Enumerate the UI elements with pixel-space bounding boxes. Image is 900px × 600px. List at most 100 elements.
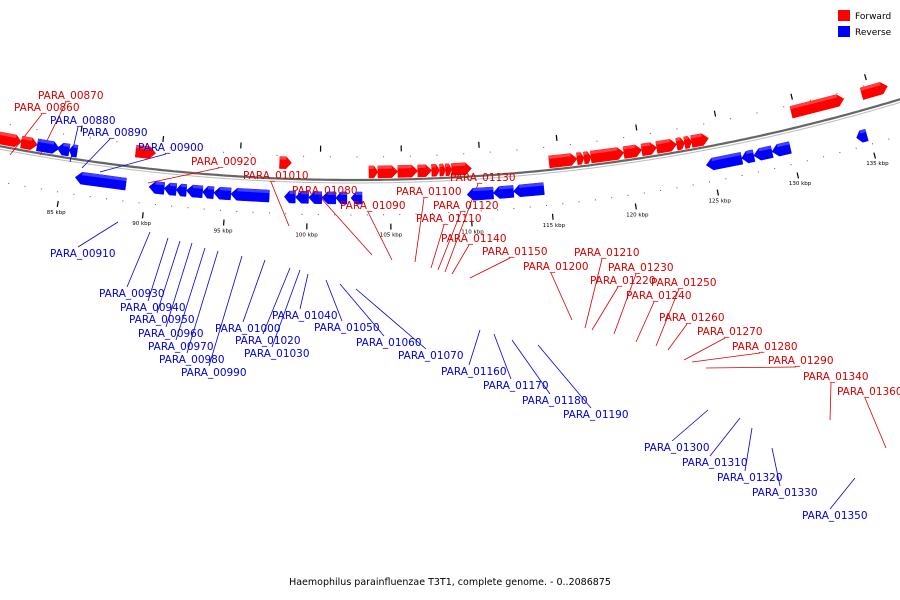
gene-label-para-00940[interactable]: PARA_00940 <box>120 302 186 314</box>
gene-feature-para-01330[interactable] <box>771 141 792 157</box>
gene-feature-para-01110[interactable] <box>417 164 433 178</box>
gene-feature-para-01140[interactable] <box>445 163 452 177</box>
gene-label-para-01130[interactable]: PARA_01130 <box>450 172 516 184</box>
gene-label-para-00980[interactable]: PARA_00980 <box>159 354 225 366</box>
gene-label-para-01060[interactable]: PARA_01060 <box>356 337 422 349</box>
gene-feature-para-01050[interactable] <box>321 191 337 205</box>
gene-feature-para-01120[interactable] <box>431 164 440 177</box>
gene-label-para-01350[interactable]: PARA_01350 <box>802 510 868 522</box>
gene-feature-para-01240[interactable] <box>622 144 643 159</box>
gene-feature-para-01360[interactable] <box>859 82 888 100</box>
gene-label-para-00900[interactable]: PARA_00900 <box>138 142 204 154</box>
gene-label-para-00910[interactable]: PARA_00910 <box>50 248 116 260</box>
gene-feature-para-00970[interactable] <box>202 186 215 199</box>
gene-feature-para-01170[interactable] <box>492 185 515 199</box>
gene-label-para-01000[interactable]: PARA_01000 <box>215 323 281 335</box>
gene-feature-para-01280[interactable] <box>683 135 692 149</box>
gene-label-para-00890[interactable]: PARA_00890 <box>82 127 148 139</box>
gene-feature-para-01320[interactable] <box>753 145 774 161</box>
gene-label-para-01040[interactable]: PARA_01040 <box>272 310 338 322</box>
gene-feature-para-00900[interactable] <box>68 144 79 158</box>
gene-label-para-01070[interactable]: PARA_01070 <box>398 350 464 362</box>
gene-label-para-01290[interactable]: PARA_01290 <box>768 355 834 367</box>
gene-label-para-01220[interactable]: PARA_01220 <box>590 275 656 287</box>
gene-feature-para-00990[interactable] <box>230 188 270 203</box>
gene-feature-para-01250[interactable] <box>640 142 658 157</box>
gene-label-para-01330[interactable]: PARA_01330 <box>752 487 818 499</box>
gene-feature-para-01030[interactable] <box>295 190 309 204</box>
gene-label-para-01230[interactable]: PARA_01230 <box>608 262 674 274</box>
gene-label-para-01360[interactable]: PARA_01360 <box>837 386 900 398</box>
gene-feature-para-00960[interactable] <box>186 184 204 199</box>
gene-feature-para-01290[interactable] <box>690 133 709 148</box>
gene-label-para-01190[interactable]: PARA_01190 <box>563 409 629 421</box>
gene-label-para-01100[interactable]: PARA_01100 <box>396 186 462 198</box>
gene-feature-para-01340[interactable] <box>789 94 845 119</box>
gene-feature-para-01060[interactable] <box>335 191 348 205</box>
gene-feature-para-01210[interactable] <box>576 152 585 165</box>
gene-feature-para-00910[interactable] <box>74 171 127 191</box>
gene-label-para-01240[interactable]: PARA_01240 <box>626 290 692 302</box>
gene-feature-para-01160[interactable] <box>466 186 494 201</box>
gene-feature-para-00860[interactable] <box>0 131 22 148</box>
gene-label-para-01200[interactable]: PARA_01200 <box>523 261 589 273</box>
gene-label-para-01150[interactable]: PARA_01150 <box>482 246 548 258</box>
gene-feature-para-01310[interactable] <box>741 149 756 164</box>
gene-feature-para-00880[interactable] <box>36 138 60 154</box>
gene-label-para-00930[interactable]: PARA_00930 <box>99 288 165 300</box>
gene-feature-para-00950[interactable] <box>175 183 188 197</box>
gene-label-para-01260[interactable]: PARA_01260 <box>659 312 725 324</box>
gene-label-para-01270[interactable]: PARA_01270 <box>697 326 763 338</box>
gene-label-para-00990[interactable]: PARA_00990 <box>181 367 247 379</box>
gene-label-para-00970[interactable]: PARA_00970 <box>148 341 214 353</box>
gene-feature-para-01350[interactable] <box>856 128 869 143</box>
gene-label-para-01320[interactable]: PARA_01320 <box>717 472 783 484</box>
gene-label-para-01210[interactable]: PARA_01210 <box>574 247 640 259</box>
gene-label-para-01140[interactable]: PARA_01140 <box>441 233 507 245</box>
gene-feature-para-01300[interactable] <box>705 152 744 171</box>
gene-label-para-01170[interactable]: PARA_01170 <box>483 380 549 392</box>
gene-label-para-01080[interactable]: PARA_01080 <box>292 185 358 197</box>
gene-feature-para-01270[interactable] <box>675 137 685 151</box>
gene-feature-para-01080[interactable] <box>368 165 379 179</box>
gene-label-para-00880[interactable]: PARA_00880 <box>50 115 116 127</box>
gene-label-para-01300[interactable]: PARA_01300 <box>644 442 710 454</box>
gene-feature-para-01070[interactable] <box>350 191 363 205</box>
gene-label-para-01120[interactable]: PARA_01120 <box>433 200 499 212</box>
gene-feature-para-01040[interactable] <box>308 191 323 204</box>
gene-feature-para-01020[interactable] <box>283 190 296 204</box>
gene-feature-para-01010[interactable] <box>279 156 292 169</box>
gene-label-para-01180[interactable]: PARA_01180 <box>522 395 588 407</box>
gene-label-para-01030[interactable]: PARA_01030 <box>244 348 310 360</box>
gene-feature-para-01230[interactable] <box>589 147 625 164</box>
gene-label-para-01280[interactable]: PARA_01280 <box>732 341 798 353</box>
gene-label-para-01110[interactable]: PARA_01110 <box>416 213 482 225</box>
gene-label-para-00860[interactable]: PARA_00860 <box>14 102 80 114</box>
gene-label-para-01340[interactable]: PARA_01340 <box>803 371 869 383</box>
gene-label-para-01020[interactable]: PARA_01020 <box>235 335 301 347</box>
gene-label-para-00920[interactable]: PARA_00920 <box>191 156 257 168</box>
gene-label-para-00950[interactable]: PARA_00950 <box>129 314 195 326</box>
gene-feature-para-01180[interactable] <box>513 182 545 198</box>
gene-feature-para-00940[interactable] <box>163 182 178 196</box>
gene-feature-para-00930[interactable] <box>148 181 166 195</box>
gene-feature-para-00920[interactable] <box>134 144 157 159</box>
gene-label-para-01090[interactable]: PARA_01090 <box>340 200 406 212</box>
gene-label-para-01250[interactable]: PARA_01250 <box>651 277 717 289</box>
gene-label-para-01310[interactable]: PARA_01310 <box>682 457 748 469</box>
gene-label-para-01050[interactable]: PARA_01050 <box>314 322 380 334</box>
gene-feature-para-01130[interactable] <box>439 163 446 177</box>
gene-label-para-00870[interactable]: PARA_00870 <box>38 90 104 102</box>
gene-feature-para-00980[interactable] <box>213 186 232 201</box>
gene-feature-para-00890[interactable] <box>56 142 71 157</box>
gene-feature-para-01150[interactable] <box>451 162 472 176</box>
gene-label-para-01010[interactable]: PARA_01010 <box>243 170 309 182</box>
gene-feature-para-01260[interactable] <box>655 139 677 154</box>
gene-feature-para-00870[interactable] <box>20 135 38 150</box>
gene-label-para-00960[interactable]: PARA_00960 <box>138 328 204 340</box>
gene-feature-para-01090[interactable] <box>377 165 399 179</box>
gene-label-para-01160[interactable]: PARA_01160 <box>441 366 507 378</box>
gene-feature-para-01200[interactable] <box>548 153 578 169</box>
gene-feature-para-01100[interactable] <box>397 164 419 178</box>
gene-feature-para-01220[interactable] <box>583 151 592 165</box>
